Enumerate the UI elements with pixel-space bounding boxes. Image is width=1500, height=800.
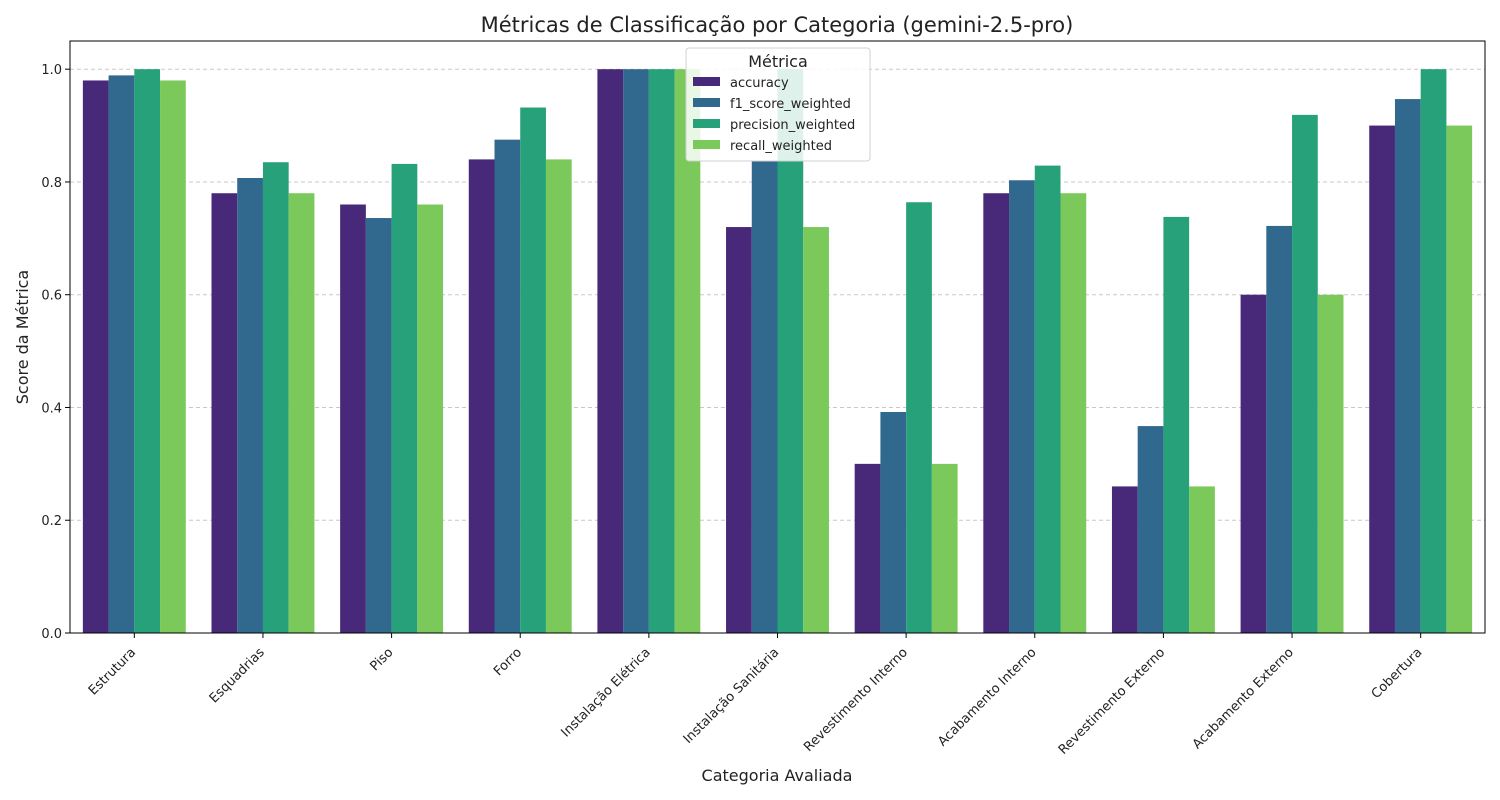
bar-accuracy — [1111, 486, 1138, 633]
y-axis-ticks: 0.0 0.2 0.4 0.6 0.8 1.0 — [41, 63, 70, 642]
legend-swatch-precision_weighted — [693, 119, 720, 128]
bar-f1_score_weighted — [494, 139, 521, 633]
bar-precision_weighted — [391, 163, 418, 634]
bar-precision_weighted — [906, 202, 932, 634]
bar-recall_weighted — [674, 69, 701, 633]
bar-recall_weighted — [288, 193, 315, 633]
y-tick-label: 0.0 — [41, 627, 62, 642]
bar-f1_score_weighted — [1394, 99, 1421, 633]
bar-f1_score_weighted — [1009, 180, 1035, 633]
x-tick-label: Instalação Elétrica — [558, 645, 653, 740]
x-axis-label: Categoria Avaliada — [702, 766, 853, 785]
bar-precision_weighted — [1292, 114, 1318, 633]
bar-precision_weighted — [520, 107, 546, 633]
bar-recall_weighted — [1446, 125, 1473, 634]
bar-recall_weighted — [1317, 294, 1344, 633]
legend: Métrica accuracy f1_score_weighted precisio… — [685, 47, 871, 162]
bar-precision_weighted — [648, 69, 675, 633]
x-axis-ticks: Estrutura Esquadrias Piso Forro Instalação E… — [86, 633, 1426, 758]
bar-f1_score_weighted — [880, 411, 907, 633]
y-tick-label: 1.0 — [41, 63, 62, 78]
bar-precision_weighted — [1420, 69, 1447, 633]
bars — [82, 69, 1473, 634]
bar-recall_weighted — [417, 204, 444, 633]
bar-accuracy — [1240, 294, 1267, 633]
bar-precision_weighted — [1034, 165, 1061, 633]
bar-recall_weighted — [545, 159, 572, 633]
bar-f1_score_weighted — [751, 161, 778, 633]
bar-recall_weighted — [931, 463, 958, 633]
bar-f1_score_weighted — [365, 218, 392, 633]
legend-label-accuracy: accuracy — [730, 76, 789, 91]
x-tick-label: Instalação Sanitária — [681, 645, 783, 747]
legend-swatch-recall_weighted — [693, 140, 720, 149]
bar-recall_weighted — [1060, 193, 1087, 633]
bar-f1_score_weighted — [623, 69, 649, 633]
bar-precision_weighted — [777, 69, 804, 633]
bar-recall_weighted — [160, 80, 186, 633]
x-tick-label: Esquadrias — [207, 645, 268, 706]
bar-f1_score_weighted — [108, 75, 135, 633]
y-tick-label: 0.6 — [41, 289, 62, 304]
x-tick-label: Estrutura — [86, 645, 139, 698]
chart-title: Métricas de Classificação por Categoria … — [481, 13, 1074, 37]
bar-recall_weighted — [1189, 486, 1215, 633]
bar-f1_score_weighted — [1266, 225, 1293, 634]
legend-label-recall_weighted: recall_weighted — [730, 139, 832, 154]
bar-precision_weighted — [134, 69, 161, 633]
bar-accuracy — [340, 204, 366, 633]
bar-accuracy — [82, 80, 109, 633]
legend-title: Métrica — [748, 52, 808, 71]
x-tick-label: Piso — [367, 645, 396, 674]
bar-accuracy — [726, 227, 752, 634]
bar-accuracy — [211, 193, 238, 633]
bar-precision_weighted — [1163, 216, 1190, 633]
y-tick-label: 0.8 — [41, 176, 62, 191]
x-tick-label: Revestimento Externo — [1056, 645, 1168, 757]
bar-recall_weighted — [803, 227, 829, 634]
legend-label-precision_weighted: precision_weighted — [730, 118, 855, 133]
legend-swatch-f1_score_weighted — [693, 98, 720, 107]
legend-box — [685, 47, 871, 162]
x-tick-label: Forro — [491, 645, 525, 679]
legend-swatch-accuracy — [693, 77, 720, 86]
bar-accuracy — [597, 69, 624, 633]
legend-label-f1_score_weighted: f1_score_weighted — [730, 97, 851, 112]
bar-f1_score_weighted — [237, 178, 263, 633]
bar-f1_score_weighted — [1137, 426, 1164, 633]
y-tick-label: 0.2 — [41, 514, 62, 529]
x-tick-label: Acabamento Interno — [935, 645, 1039, 749]
x-tick-label: Revestimento Interno — [801, 645, 911, 755]
bar-accuracy — [468, 159, 495, 633]
x-tick-label: Cobertura — [1369, 645, 1426, 702]
x-tick-label: Acabamento Externo — [1190, 645, 1297, 752]
bar-accuracy — [1369, 125, 1395, 634]
y-axis-label: Score da Métrica — [13, 270, 32, 405]
y-tick-label: 0.4 — [41, 401, 62, 416]
bar-precision_weighted — [262, 162, 289, 633]
bar-accuracy — [983, 193, 1010, 633]
bar-accuracy — [854, 463, 881, 633]
